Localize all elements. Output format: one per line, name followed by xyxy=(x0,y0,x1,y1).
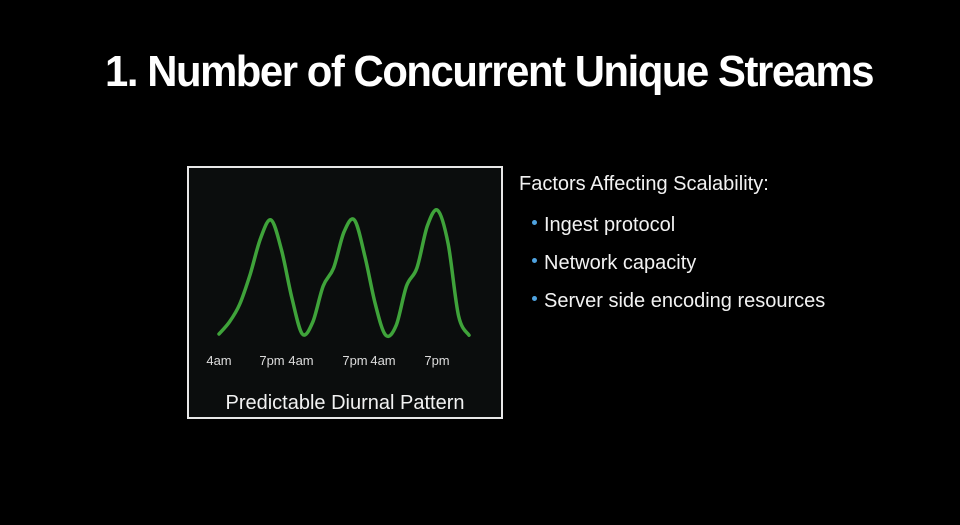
series-line xyxy=(217,208,471,339)
x-tick-label: 4am xyxy=(206,353,231,368)
x-tick-label: 4am xyxy=(288,353,313,368)
bullet-icon xyxy=(532,258,537,264)
factor-item-label: Ingest protocol xyxy=(544,214,676,236)
x-tick-label: 7pm xyxy=(259,353,284,368)
bullet-icon xyxy=(532,220,537,226)
chart-panel: 4am 7pm 4am 7pm 4am 7pm Predictable Diurnal P… xyxy=(187,166,503,419)
bullet-icon xyxy=(532,296,537,302)
factors-list: Ingest protocol Network capacity Server … xyxy=(519,206,939,320)
factor-item-ingest-protocol: Ingest protocol xyxy=(532,206,939,244)
factor-item-server-encoding: Server side encoding resources xyxy=(532,282,939,320)
factors-panel: Factors Affecting Scalability: Ingest pr… xyxy=(519,170,939,320)
factor-item-label: Network capacity xyxy=(544,252,697,274)
x-tick-label: 7pm xyxy=(342,353,367,368)
factors-heading: Factors Affecting Scalability: xyxy=(519,173,769,195)
factor-item-network-capacity: Network capacity xyxy=(532,244,939,282)
chart-title: Predictable Diurnal Pattern xyxy=(225,392,465,414)
diurnal-line-chart: 4am 7pm 4am 7pm 4am 7pm xyxy=(206,208,471,368)
x-tick-label: 4am xyxy=(370,353,395,368)
x-tick-label: 7pm xyxy=(424,353,449,368)
factor-item-label: Server side encoding resources xyxy=(544,290,826,312)
slide-title: 1. Number of Concurrent Unique Streams xyxy=(105,47,874,96)
